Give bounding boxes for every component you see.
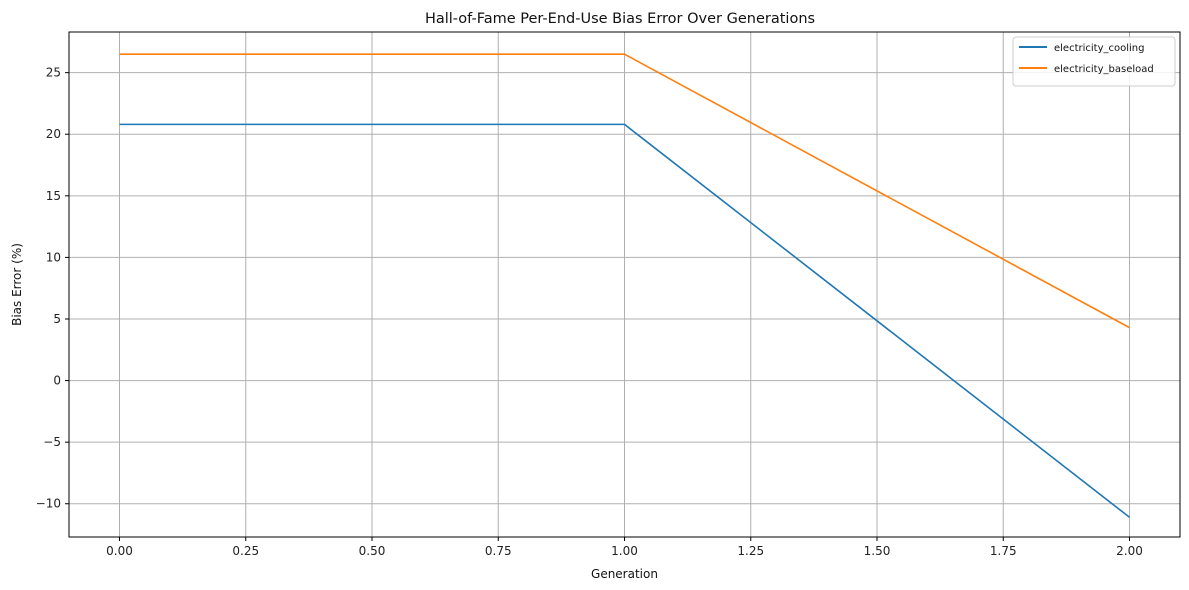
legend-box (1012, 36, 1176, 87)
x-tick-label: 0.00 (106, 544, 133, 558)
legend-label-electricity-cooling: electricity_cooling (1054, 43, 1144, 54)
y-tick-label: 10 (46, 250, 61, 264)
x-tick-label: 1.75 (990, 544, 1017, 558)
series-lines (119, 53, 1130, 518)
x-tick-label: 1.25 (737, 544, 764, 558)
y-tick-label: 25 (46, 66, 61, 80)
y-tick-label: 0 (53, 374, 61, 388)
x-tick-label: 1.50 (864, 544, 891, 558)
x-tick-label: 0.50 (359, 544, 386, 558)
y-tick-label: −10 (36, 497, 61, 511)
grid (69, 32, 1180, 537)
y-tick-label: −5 (43, 435, 61, 449)
tick-marks: 0.00 0.25 0.50 0.75 1.00 1.25 1.50 1.75 2.00 −10 −… (36, 66, 1143, 558)
y-tick-label: 15 (46, 189, 61, 203)
x-tick-label: 0.25 (232, 544, 259, 558)
x-tick-label: 0.75 (485, 544, 512, 558)
y-tick-label: 5 (53, 312, 61, 326)
legend: electricity_cooling electricity_baseload (1012, 36, 1176, 87)
legend-label-electricity-baseload: electricity_baseload (1054, 64, 1154, 75)
x-tick-label: 1.00 (611, 544, 638, 558)
y-tick-label: 20 (46, 127, 61, 141)
series-line-electricity-cooling (119, 123, 1130, 518)
x-axis-label: Generation (591, 567, 658, 581)
x-tick-label: 2.00 (1116, 544, 1143, 558)
series-line-electricity-baseload (119, 53, 1130, 329)
y-axis-label: Bias Error (%) (10, 243, 24, 326)
chart-title: Hall-of-Fame Per-End-Use Bias Error Over… (425, 11, 815, 27)
